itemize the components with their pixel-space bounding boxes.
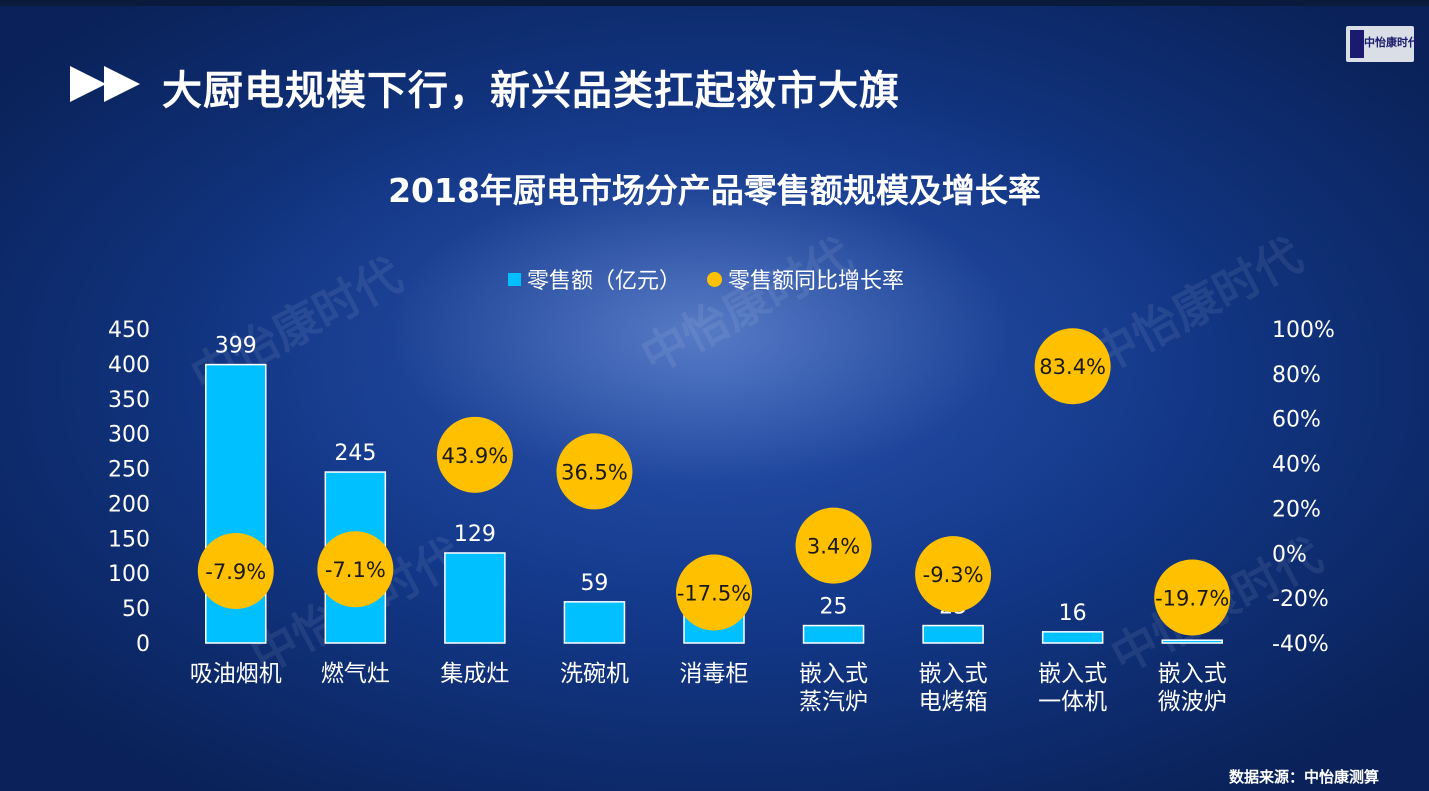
- rate-point: [676, 554, 752, 631]
- rate-point: [795, 507, 872, 584]
- rate-data-label: 36.5%: [561, 460, 628, 484]
- x-tick-label: 吸油烟机: [190, 661, 282, 687]
- bar: [802, 624, 865, 644]
- y-left-tick-label: 300: [108, 423, 150, 448]
- x-tick-label: 嵌入式: [919, 661, 988, 687]
- y-right-tick-label: -40%: [1272, 632, 1329, 657]
- bar-value-label: 59: [580, 571, 608, 596]
- rate-point: [436, 416, 513, 493]
- bar: [563, 601, 626, 644]
- rate-data-label: -7.9%: [205, 560, 266, 584]
- chart-legend: 零售额（亿元） 零售额同比增长率: [508, 263, 904, 295]
- y-left-tick-label: 350: [108, 388, 150, 413]
- double-arrow-icon: [70, 66, 140, 102]
- rate-point: [915, 536, 992, 613]
- y-right-tick-label: 100%: [1272, 318, 1335, 343]
- y-right-tick-label: 20%: [1272, 497, 1321, 522]
- chart-title: 2018年厨电市场分产品零售额规模及增长率: [388, 171, 1041, 210]
- y-left-tick-label: 50: [122, 597, 150, 622]
- rate-data-label: -7.1%: [325, 558, 386, 582]
- bar-value-label: 25: [820, 595, 848, 620]
- rate-data-label: -19.7%: [1155, 586, 1229, 610]
- rate-point: [317, 531, 394, 608]
- logo-text: 中怡康时代: [1364, 36, 1419, 49]
- y-left-tick-label: 400: [108, 353, 150, 378]
- rate-data-label: 43.9%: [442, 444, 509, 468]
- y-left-tick-label: 200: [108, 492, 150, 517]
- rate-data-label: -17.5%: [677, 582, 751, 606]
- rate-point: [1154, 559, 1231, 636]
- x-tick-label: 嵌入式: [1158, 661, 1227, 687]
- x-tick-label: 一体机: [1038, 689, 1107, 715]
- y-right-tick-label: 0%: [1272, 542, 1307, 567]
- y-left-tick-label: 450: [108, 318, 150, 343]
- x-tick-label: 洗碗机: [560, 661, 629, 687]
- x-tick-label: 消毒柜: [680, 661, 749, 687]
- bar: [922, 624, 984, 644]
- y-left-tick-label: 100: [108, 562, 150, 587]
- rate-point: [197, 533, 274, 610]
- rate-point: [556, 433, 633, 510]
- top-bar: [0, 0, 1429, 6]
- bar: [1041, 631, 1104, 644]
- rate-point: [1034, 328, 1111, 405]
- bar-value-label: 16: [1059, 601, 1087, 626]
- rate-data-label: -9.3%: [923, 563, 984, 587]
- bar-value-label: 245: [334, 441, 376, 466]
- x-tick-label: 集成灶: [440, 661, 509, 687]
- x-tick-label: 电烤箱: [919, 689, 988, 715]
- legend-bar-label: 零售额（亿元）: [527, 269, 682, 294]
- legend-bar-swatch: [508, 272, 521, 286]
- x-tick-label: 嵌入式: [799, 661, 868, 687]
- rate-data-label: 83.4%: [1039, 355, 1106, 379]
- page-title: 大厨电规模下行，新兴品类扛起救市大旗: [162, 68, 900, 114]
- y-right-tick-label: -20%: [1272, 587, 1329, 612]
- bar-value-label: 399: [215, 334, 257, 359]
- bar: [444, 552, 506, 644]
- legend-rate-label: 零售额同比增长率: [728, 269, 905, 294]
- legend-rate-swatch: [707, 271, 723, 287]
- bar-value-label: 129: [454, 522, 496, 547]
- y-right-tick-label: 60%: [1272, 408, 1321, 433]
- rate-data-label: 3.4%: [807, 535, 860, 559]
- y-right-tick-label: 80%: [1272, 363, 1321, 388]
- y-left-tick-label: 150: [108, 527, 150, 552]
- y-left-tick-label: 250: [108, 458, 150, 483]
- logo-icon: [1346, 26, 1414, 62]
- x-tick-label: 嵌入式: [1038, 661, 1107, 687]
- y-right-tick-label: 40%: [1272, 453, 1321, 478]
- data-source: 数据来源：中怡康测算: [1228, 768, 1379, 786]
- x-tick-label: 燃气灶: [321, 661, 390, 687]
- x-tick-label: 蒸汽炉: [799, 689, 868, 715]
- y-left-tick-label: 0: [136, 632, 150, 657]
- x-tick-label: 微波炉: [1158, 689, 1227, 715]
- bar: [1161, 639, 1223, 644]
